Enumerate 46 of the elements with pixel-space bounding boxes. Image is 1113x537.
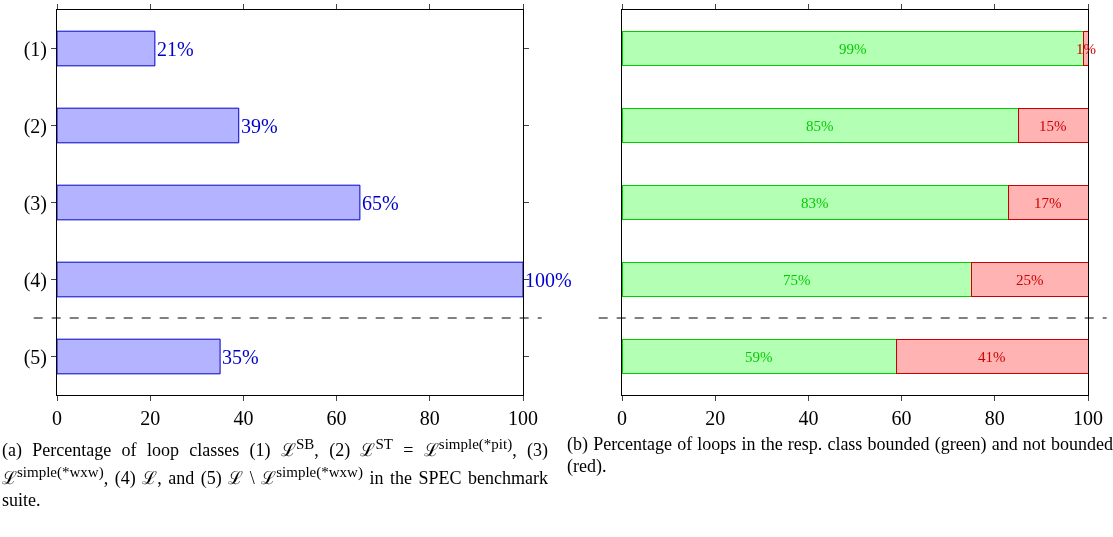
data-label: 15% [1039,118,1067,134]
y-tick-label: (2) [23,114,47,138]
y-tick-label: (3) [23,191,47,215]
x-tick-label: 0 [617,407,627,429]
bar [57,338,221,375]
data-label: 65% [362,192,399,214]
bar [971,261,1088,298]
data-label: 83% [801,195,829,211]
data-label: 35% [222,346,259,368]
text: (b) Percentage of loops in the resp. class bounded (green) and not bounded (red). [567,434,1113,476]
x-tick-label: 0 [52,407,62,429]
data-label: 25% [1016,272,1044,288]
bar [57,107,240,144]
x-tick-label: 80 [984,407,1005,429]
data-label: 75% [783,272,811,288]
bar [1017,107,1088,144]
x-tick-label: 60 [891,407,912,429]
bar [57,184,361,221]
y-tick-label: (5) [23,345,47,369]
x-tick-label: 40 [798,407,819,429]
bar [622,261,972,298]
bar [622,107,1019,144]
x-tick-label: 100 [1073,407,1103,429]
x-tick-label: 20 [705,407,726,429]
data-label: 99% [839,41,867,57]
bar [896,338,1088,375]
data-label: 59% [745,349,773,365]
bar [57,30,156,67]
x-tick-label: 100 [508,407,538,429]
text: (a) Percentage of loop classes (1) ℒ$^{SB}$, (2) ℒ$^{ST}$ = ℒ$^{simple(*pit)}$, (3) ℒ$^{simple(*wxw)}$, (4) ℒ, and (5) ℒ \ ℒ$^{simple(*wxw)}$ in the SPEC benchmark suite. [2,436,548,510]
y-tick-label: (1) [23,37,47,61]
data-label: 41% [978,349,1006,365]
bar [57,261,523,298]
data-label: 100% [525,269,572,291]
bar [622,338,898,375]
data-label: 39% [241,115,278,137]
bar [1008,184,1088,221]
x-tick-label: 40 [233,407,254,429]
y-tick-label: (4) [23,268,47,292]
data-label: 21% [157,38,194,60]
x-tick-label: 20 [140,407,161,429]
bar [622,184,1010,221]
data-label: 85% [806,118,834,134]
data-label: 17% [1034,195,1062,211]
x-tick-label: 60 [326,407,347,429]
x-tick-label: 80 [419,407,440,429]
